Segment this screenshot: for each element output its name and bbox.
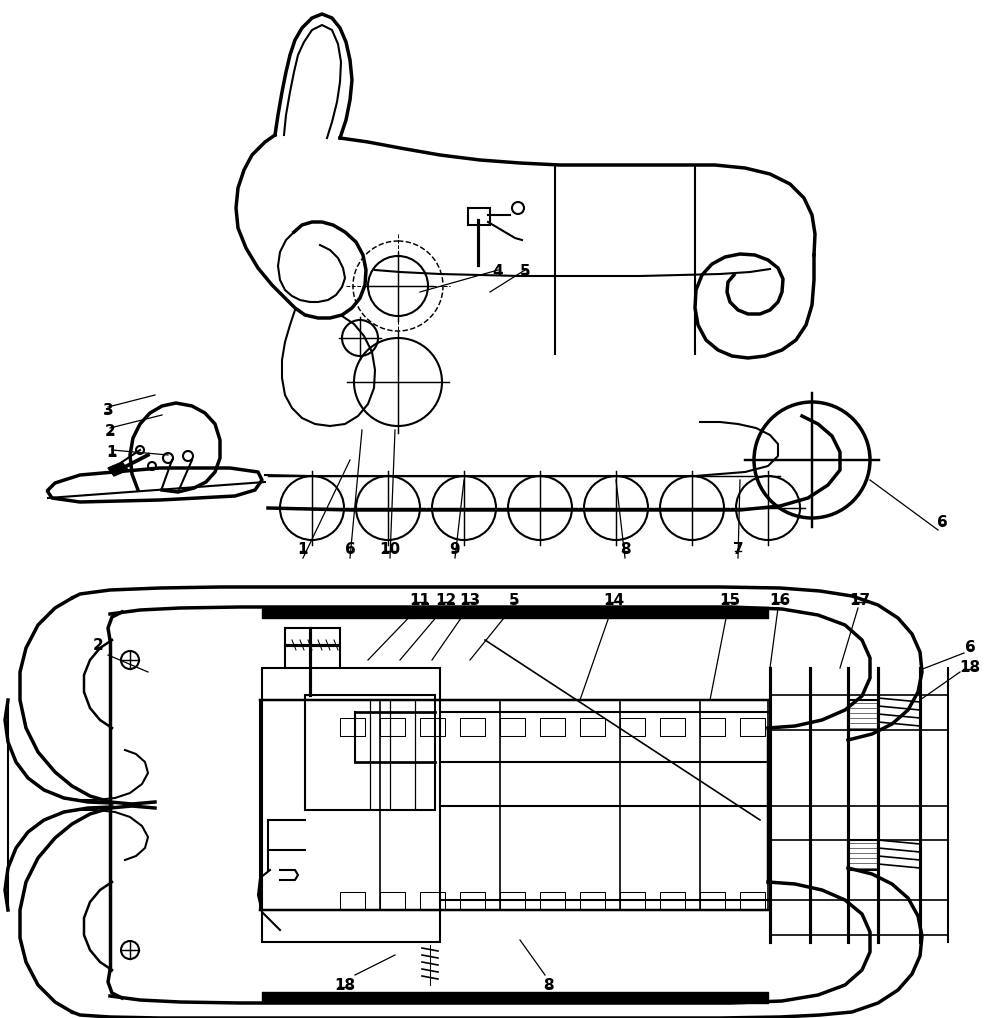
Text: 1: 1 bbox=[298, 542, 308, 557]
Text: 6: 6 bbox=[937, 515, 947, 530]
Text: 5: 5 bbox=[520, 264, 530, 279]
Text: 11: 11 bbox=[410, 593, 430, 608]
Text: 14: 14 bbox=[603, 593, 625, 608]
Text: 7: 7 bbox=[733, 542, 743, 557]
Text: 4: 4 bbox=[493, 264, 503, 279]
Circle shape bbox=[136, 446, 144, 454]
Text: 13: 13 bbox=[459, 593, 481, 608]
Text: 1: 1 bbox=[107, 445, 117, 460]
Text: 2: 2 bbox=[105, 425, 115, 439]
Text: 6: 6 bbox=[965, 640, 975, 655]
Text: 18: 18 bbox=[334, 978, 356, 993]
Circle shape bbox=[183, 451, 193, 461]
Circle shape bbox=[163, 453, 173, 463]
Text: 8: 8 bbox=[620, 542, 630, 557]
Text: 17: 17 bbox=[849, 593, 871, 608]
Text: 8: 8 bbox=[543, 978, 553, 993]
Polygon shape bbox=[108, 462, 128, 476]
Text: 15: 15 bbox=[719, 593, 741, 608]
Text: 10: 10 bbox=[379, 542, 401, 557]
Text: 12: 12 bbox=[435, 593, 457, 608]
Text: 18: 18 bbox=[959, 660, 981, 675]
Text: 5: 5 bbox=[509, 593, 519, 608]
Text: 2: 2 bbox=[93, 638, 103, 653]
Circle shape bbox=[148, 462, 156, 470]
Text: 3: 3 bbox=[103, 403, 113, 418]
Text: 6: 6 bbox=[345, 542, 355, 557]
Text: 9: 9 bbox=[450, 542, 460, 557]
Text: 16: 16 bbox=[769, 593, 791, 608]
